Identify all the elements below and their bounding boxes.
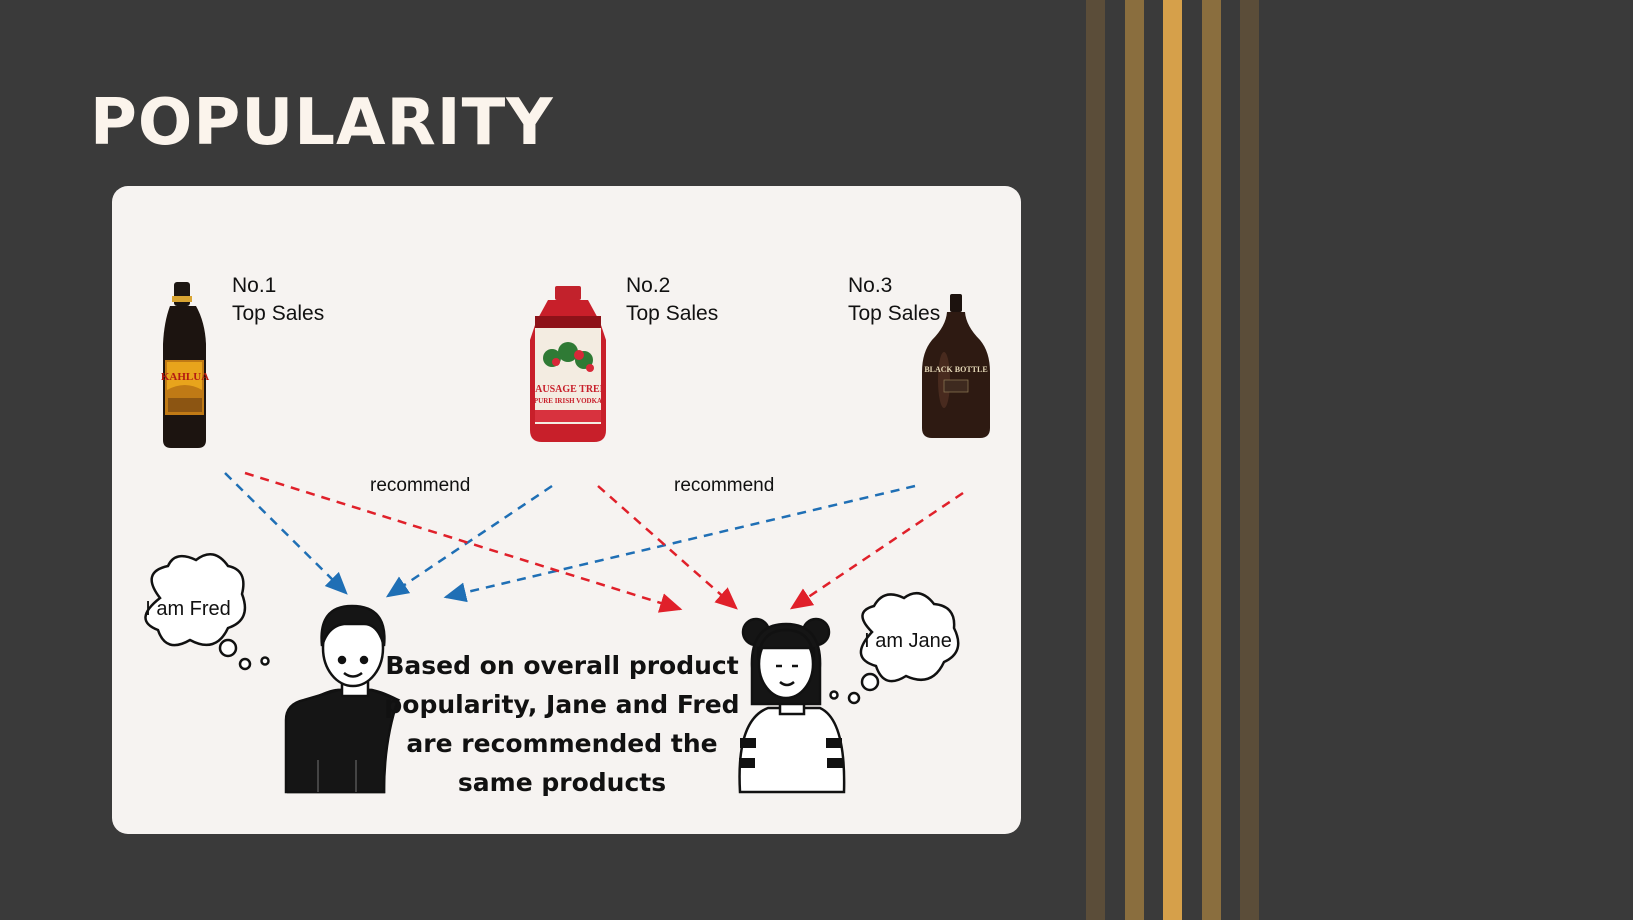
arrow-red-no3-to-jane (789, 491, 964, 610)
sausage-tree-bottle-image: SAUSAGE TREE PURE IRISH VODKA (530, 286, 607, 442)
decor-stripe-3 (1163, 0, 1182, 920)
black-bottle-label: BLACK BOTTLE (924, 365, 987, 374)
product-2-caption: No.2 Top Sales (626, 272, 718, 328)
jane-thought-text: I am Jane (864, 630, 952, 652)
jane-avatar (738, 617, 846, 794)
decor-stripe-2 (1125, 0, 1144, 920)
product-2-rank: No.2 (626, 274, 671, 297)
sausage-tree-label: SAUSAGE TREE (530, 384, 607, 395)
product-1-top-sales: Top Sales (232, 302, 325, 325)
slide-title: POPULARITY (90, 86, 554, 160)
jane-thought-bubble (829, 591, 960, 705)
arrow-red-no1-to-jane (244, 471, 683, 613)
recommend-label-left: recommend (370, 475, 471, 496)
sausage-tree-sublabel: PURE IRISH VODKA (534, 397, 602, 405)
kahlua-bottle-image: KAHLUA (161, 282, 209, 448)
arrow-blue-no2-to-fred (385, 484, 553, 598)
fred-thought-bubble (144, 553, 270, 671)
arrow-blue-no3-to-fred (443, 484, 916, 603)
product-3-top-sales: Top Sales (848, 302, 941, 325)
product-1-caption: No.1 Top Sales (232, 272, 324, 328)
kahlua-label: KAHLUA (161, 371, 209, 383)
decor-stripe-1 (1086, 0, 1105, 920)
summary-text: Based on overall product popularity, Jan… (384, 651, 740, 797)
arrow-blue-no1-to-fred (224, 472, 348, 595)
product-3-rank: No.3 (848, 274, 893, 297)
fred-avatar (284, 604, 401, 794)
black-bottle-image: BLACK BOTTLE (922, 294, 990, 438)
recommend-label-right: recommend (674, 475, 775, 496)
decor-stripe-5 (1240, 0, 1259, 920)
product-1-rank: No.1 (232, 274, 277, 297)
product-2-top-sales: Top Sales (626, 302, 719, 325)
decor-stripe-4 (1202, 0, 1221, 920)
recommendation-arrows (224, 471, 964, 613)
fred-thought-text: I am Fred (145, 598, 231, 620)
product-3-caption: No.3 Top Sales (848, 272, 940, 328)
